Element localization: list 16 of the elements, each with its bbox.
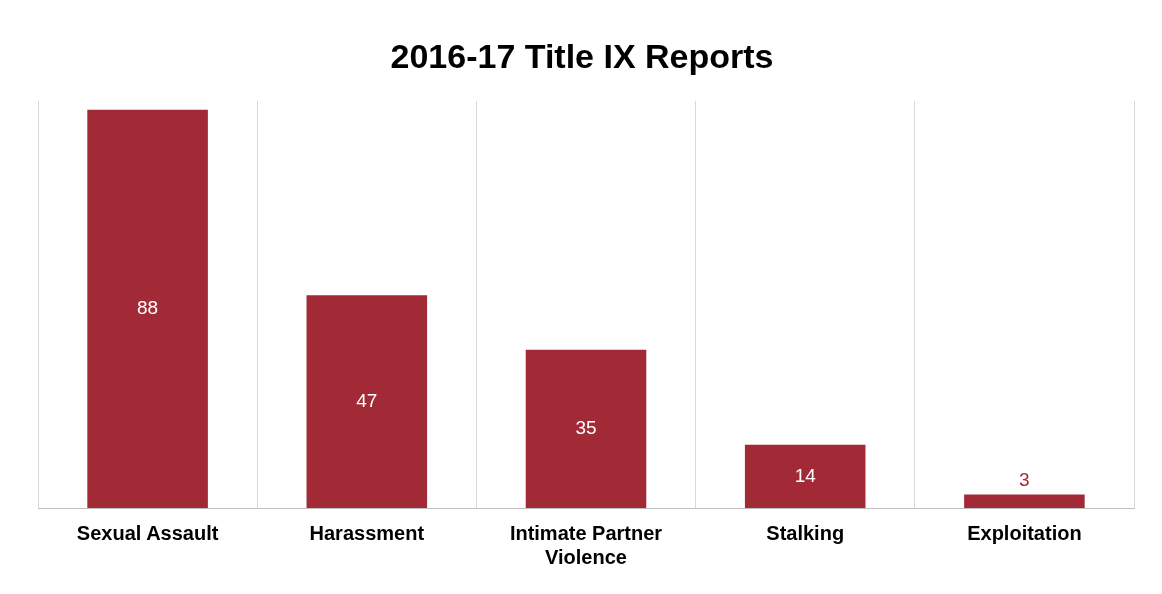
data-label: 47 (356, 389, 378, 411)
bar (306, 295, 428, 508)
x-tick-label: Intimate Partner Violence (509, 521, 663, 568)
bar (744, 444, 866, 508)
bar (964, 494, 1085, 508)
x-tick-label: Sexual Assault (76, 521, 219, 544)
chart-title: 2016-17 Title IX Reports (390, 36, 774, 75)
bar (87, 109, 208, 508)
x-tick-label: Exploitation (967, 521, 1082, 544)
x-tick-label: Stalking (766, 521, 845, 544)
data-label: 35 (575, 417, 597, 439)
data-label: 3 (1019, 468, 1030, 490)
data-label: 14 (794, 464, 817, 486)
data-label: 88 (137, 297, 159, 319)
bar (525, 349, 647, 508)
x-tick-label: Harassment (309, 521, 425, 544)
